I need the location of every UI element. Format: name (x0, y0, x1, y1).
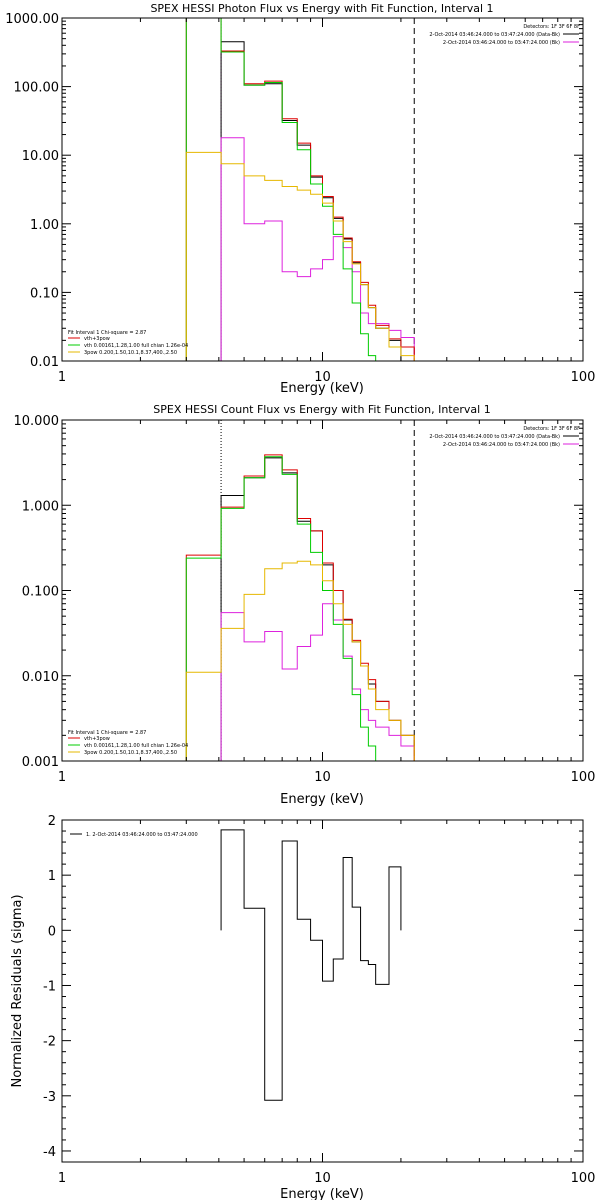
count-flux-y-tick-label: 0.100 (22, 585, 59, 600)
count-flux-x-tick-label: 1 (58, 770, 66, 785)
photon-flux-y-tick-label: 1000.00 (5, 12, 59, 27)
photon-flux-title: SPEX HESSI Photon Flux vs Energy with Fi… (150, 2, 493, 15)
photon-flux-series-3pow (185, 151, 415, 361)
residuals-legend: 1. 2-Oct-2014 03:46:24.000 to 03:47:24.0… (70, 832, 198, 838)
photon-flux-panel: SPEX HESSI Photon Flux vs Energy with Fi… (5, 2, 595, 396)
photon-flux-x-axis-label: Energy (keV) (280, 381, 364, 396)
count-flux-x-tick-label: 100 (571, 770, 596, 785)
count-flux-x-axis-label: Energy (keV) (280, 792, 364, 807)
count-flux-title: SPEX HESSI Count Flux vs Energy with Fit… (153, 403, 490, 416)
count-flux-panel: SPEX HESSI Count Flux vs Energy with Fit… (14, 403, 596, 807)
photon-flux-series-bk (220, 137, 415, 361)
count-flux-y-tick-label: 1.000 (22, 499, 59, 514)
photon-flux-legend-label-bk: 2-Oct-2014 03:46:24.000 to 03:47:24.000 … (443, 40, 560, 46)
photon-flux-y-tick-label: 10.00 (22, 149, 59, 164)
count-flux-fit-legend: Fit Interval 1 Chi-square = 2.87 vth+3po… (68, 730, 188, 756)
photon-flux-data (185, 18, 415, 361)
photon-flux-fit-title: Fit Interval 1 Chi-square = 2.87 (68, 330, 146, 336)
photon-flux-fit-label-3pow: 3pow 0.200,1.50,10.1,8.37,400.,2.50 (84, 350, 177, 356)
count-flux-y-tick-label: 10.000 (14, 414, 60, 429)
residuals-axes: 1 10 100 -4 -3 -2 -1 0 1 2 (43, 814, 595, 1186)
residuals-x-tick-label: 100 (571, 1171, 596, 1186)
photon-flux-x-tick-label: 10 (314, 370, 331, 385)
photon-flux-y-tick-label: 1.00 (30, 218, 59, 233)
residuals-x-axis-label: Energy (keV) (280, 1187, 364, 1200)
residuals-y-tick-label: -1 (43, 979, 56, 994)
count-flux-series-vth (185, 456, 389, 761)
residuals-y-tick-label: -4 (43, 1145, 56, 1160)
photon-flux-legend-title: Detectors: 1F 3F 6F 8F (523, 24, 580, 30)
residuals-x-tick-label: 10 (314, 1171, 331, 1186)
photon-flux-axes: 1 10 100 0.01 0.10 1.00 10.00 100.00 1000.00 (5, 12, 595, 385)
count-flux-legend-title: Detectors: 1F 3F 6F 8F (523, 426, 580, 432)
residuals-y-tick-label: 2 (48, 814, 56, 829)
photon-flux-y-tick-label: 0.01 (30, 355, 59, 370)
photon-flux-fit-legend: Fit Interval 1 Chi-square = 2.87 vth+3po… (68, 330, 188, 356)
residuals-y-tick-label: 1 (48, 869, 56, 884)
residuals-y-tick-label: 0 (48, 924, 56, 939)
count-flux-fit-title: Fit Interval 1 Chi-square = 2.87 (68, 730, 146, 736)
count-flux-x-tick-label: 10 (314, 770, 331, 785)
count-flux-legend-label-bk: 2-Oct-2014 03:46:24.000 to 03:47:24.000 … (443, 442, 560, 448)
count-flux-y-tick-label: 0.001 (22, 755, 59, 770)
photon-flux-y-tick-label: 100.00 (14, 81, 60, 96)
photon-flux-plot-area (185, 18, 415, 361)
count-flux-legend-label-data: 2-Oct-2014 03:46:24.000 to 03:47:24.000 … (429, 434, 560, 440)
residuals-y-axis-label: Normalized Residuals (sigma) (10, 894, 25, 1087)
residuals-x-tick-label: 1 (58, 1171, 66, 1186)
photon-flux-series-vth (185, 18, 389, 361)
residuals-panel: 1 10 100 -4 -3 -2 -1 0 1 2 Energy (keV) Normalize… (10, 814, 595, 1200)
count-flux-fit-label-3pow: 3pow 0.200,1.50,10.1,8.37,400.,2.50 (84, 750, 177, 756)
residuals-y-tick-label: -2 (43, 1035, 56, 1050)
residuals-y-tick-label: -3 (43, 1090, 56, 1105)
photon-flux-y-tick-label: 0.10 (30, 286, 59, 301)
residuals-series-data (220, 829, 402, 1101)
photon-flux-x-tick-label: 1 (58, 370, 66, 385)
photon-flux-fit-label-vth: vth 0.00161,1.28,1.00 full chian 1.26e-0… (84, 343, 188, 349)
count-flux-series-3pow (185, 560, 427, 761)
count-flux-fit-label-total: vth+3pow (84, 736, 110, 742)
photon-flux-fit-label-total: vth+3pow (84, 336, 110, 342)
count-flux-y-tick-label: 0.010 (22, 670, 59, 685)
photon-flux-x-tick-label: 100 (571, 370, 596, 385)
photon-flux-legend-label-data: 2-Oct-2014 03:46:24.000 to 03:47:24.000 … (429, 32, 560, 38)
photon-flux-legend: Detectors: 1F 3F 6F 8F 2-Oct-2014 03:46:… (429, 24, 580, 46)
count-flux-plot-area (185, 420, 427, 761)
residuals-plot-area (220, 829, 402, 1101)
count-flux-legend: Detectors: 1F 3F 6F 8F 2-Oct-2014 03:46:… (429, 426, 580, 448)
count-flux-data (185, 420, 427, 761)
residuals-legend-label: 1. 2-Oct-2014 03:46:24.000 to 03:47:24.0… (86, 832, 198, 838)
count-flux-fit-label-vth: vth 0.00161,1.28,1.00 full chian 1.26e-0… (84, 743, 188, 749)
count-flux-axes: 1 10 100 0.001 0.010 0.100 1.000 10.000 (14, 414, 596, 785)
residuals-data (220, 829, 402, 1101)
count-flux-series-bk (220, 603, 415, 761)
